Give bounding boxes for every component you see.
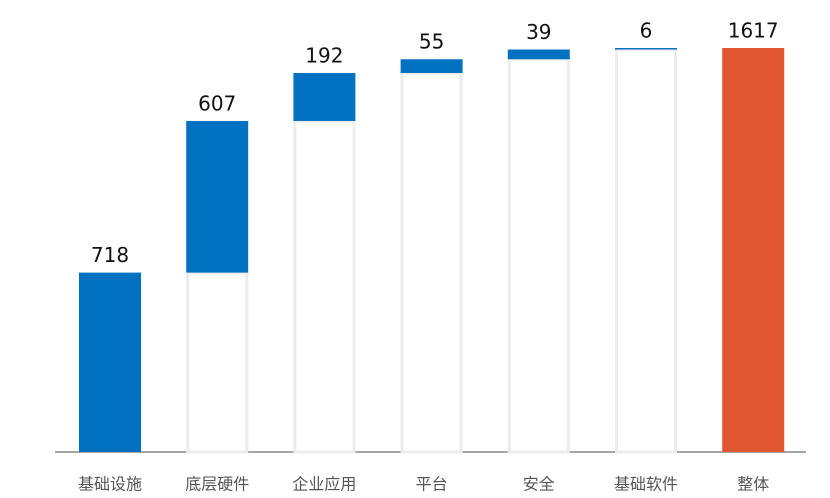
x-tick-label: 安全 <box>523 475 555 494</box>
cumulative-outline <box>507 57 570 454</box>
bar <box>400 59 463 73</box>
value-label: 192 <box>305 43 343 67</box>
cumulative-outline <box>186 271 249 454</box>
cumulative-outline <box>293 119 356 454</box>
total-bar <box>722 48 785 452</box>
bar <box>293 72 356 121</box>
value-label: 607 <box>198 91 236 115</box>
value-label: 718 <box>91 243 129 267</box>
value-label: 39 <box>526 20 551 44</box>
x-tick-label: 底层硬件 <box>185 475 249 494</box>
bar <box>615 48 677 50</box>
x-tick-label: 企业应用 <box>292 475 356 494</box>
x-tick-label: 平台 <box>416 475 448 494</box>
cumulative-outline <box>400 71 463 454</box>
x-tick-label: 基础软件 <box>614 475 678 494</box>
bar <box>186 120 249 273</box>
bar <box>79 272 141 452</box>
value-label: 6 <box>640 19 653 43</box>
value-label: 55 <box>419 30 444 54</box>
x-tick-label: 整体 <box>737 475 769 494</box>
bar <box>507 49 570 60</box>
x-tick-label: 基础设施 <box>78 475 142 494</box>
value-label: 1617 <box>728 19 779 43</box>
cumulative-outline <box>615 47 677 454</box>
